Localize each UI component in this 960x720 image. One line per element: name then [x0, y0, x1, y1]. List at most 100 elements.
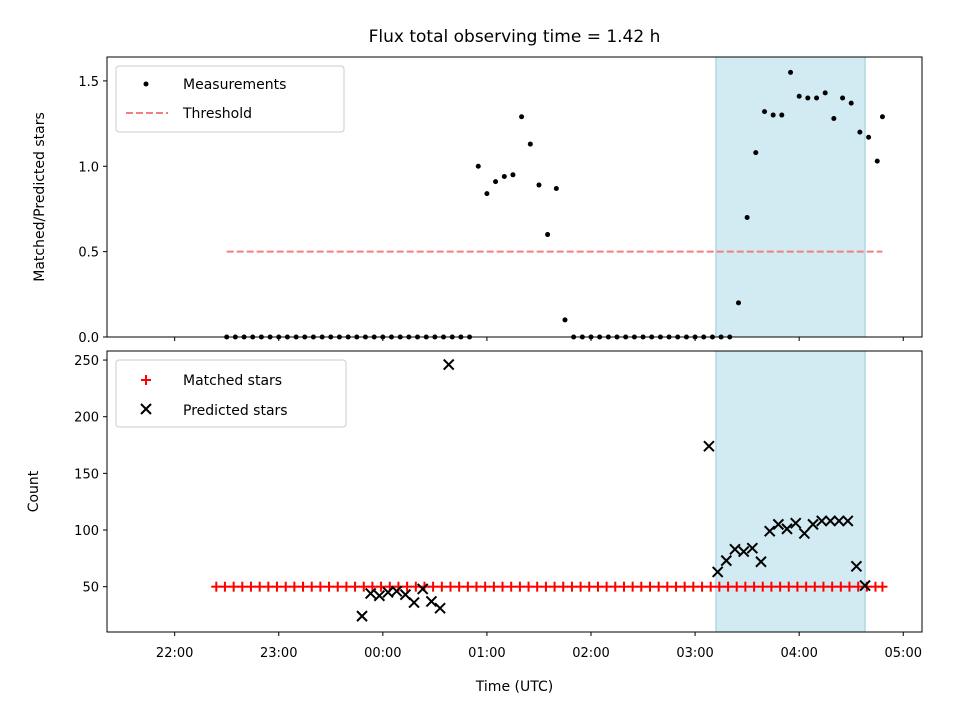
matched-star-point: [540, 581, 551, 592]
predicted-star-point: [425, 595, 438, 608]
measurement-point: [735, 300, 741, 306]
y-tick-label: 150: [74, 467, 99, 482]
count-legend-box: [115, 359, 347, 428]
matched-star-point: [835, 581, 846, 592]
matched-star-point: [306, 581, 317, 592]
measurement-point: [874, 158, 880, 164]
predicted-star-point: [373, 590, 386, 602]
count-panel-y-label: Count: [26, 470, 42, 512]
predicted-star-point: [755, 556, 767, 568]
measurement-point: [510, 172, 516, 178]
y-tick-label: 1.5: [78, 75, 99, 90]
legend-predicted-label: Predicted stars: [183, 403, 288, 419]
chart-title: Flux total observing time = 1.42 h: [369, 27, 661, 47]
measurement-point: [753, 150, 759, 156]
legend-predicted-marker: [140, 403, 152, 415]
measurement-point: [527, 141, 533, 147]
matched-star-point: [341, 581, 352, 592]
predicted-star-point: [824, 515, 837, 527]
matched-star-point: [297, 581, 308, 592]
matched-star-point: [827, 581, 838, 592]
x-tick-label: 22:00: [156, 646, 193, 661]
matched-star-point: [809, 581, 820, 592]
predicted-stars-points: [356, 358, 871, 622]
matched-star-point: [358, 581, 369, 592]
y-tick-label: 50: [82, 581, 99, 596]
matched-star-point: [566, 581, 577, 592]
count-panel-legend: Matched stars Predicted stars: [115, 359, 347, 428]
matched-star-point: [783, 581, 794, 592]
predicted-star-point: [790, 517, 802, 529]
x-tick-label: 00:00: [364, 646, 401, 661]
x-tick-label: 03:00: [676, 646, 713, 661]
measurement-point: [831, 115, 837, 121]
matched-star-point: [749, 581, 760, 592]
legend-plus-glyph: [141, 375, 151, 385]
measurement-point: [788, 69, 794, 75]
matched-star-point: [228, 581, 239, 592]
matched-star-point: [245, 581, 256, 592]
count-panel-observing-shade: [715, 350, 866, 633]
matched-star-point: [315, 581, 326, 592]
matched-star-point: [575, 581, 586, 592]
ratio-panel-frame: [106, 56, 923, 338]
predicted-star-point: [390, 585, 403, 597]
matched-star-point: [653, 581, 664, 592]
measurement-point: [805, 95, 811, 101]
predicted-star-point: [364, 587, 377, 600]
matched-star-point: [367, 581, 378, 592]
matched-star-point: [454, 581, 465, 592]
predicted-star-point: [434, 602, 446, 614]
predicted-star-point: [408, 596, 420, 609]
measurement-point: [493, 179, 499, 185]
measurement-point: [536, 182, 542, 188]
matched-star-point: [506, 581, 517, 592]
y-tick-label: 100: [74, 524, 99, 539]
ratio-legend-box: [115, 65, 345, 133]
matched-star-point: [757, 581, 768, 592]
matched-star-point: [766, 581, 777, 592]
matched-star-point: [332, 581, 343, 592]
y-tick-label: 250: [74, 354, 99, 369]
measurement-point: [562, 317, 568, 323]
predicted-star-point: [729, 543, 741, 555]
matched-star-point: [532, 581, 543, 592]
matched-star-point: [488, 581, 499, 592]
matched-star-point: [844, 581, 855, 592]
matched-star-point: [618, 581, 629, 592]
measurement-point: [762, 109, 768, 115]
measurement-point: [779, 112, 785, 118]
matched-star-point: [523, 581, 534, 592]
x-tick-label: 02:00: [572, 646, 609, 661]
matched-star-point: [645, 581, 656, 592]
x-tick-label: 01:00: [468, 646, 505, 661]
count-panel-frame: [106, 350, 923, 633]
predicted-star-point: [798, 527, 811, 540]
measurement-point: [553, 185, 559, 191]
matched-star-point: [289, 581, 300, 592]
count-panel-y-ticks: 50 100 150 200 250: [74, 354, 107, 596]
measurement-point: [796, 93, 802, 99]
matched-star-point: [445, 581, 456, 592]
predicted-star-point: [711, 566, 724, 578]
measurement-point: [770, 112, 776, 118]
y-tick-label: 200: [74, 411, 99, 426]
x-tick-label: 23:00: [260, 646, 297, 661]
predicted-star-point: [816, 515, 828, 527]
measurement-point: [848, 100, 854, 106]
measurement-point: [822, 90, 828, 96]
predicted-star-point: [781, 523, 793, 535]
matched-star-point: [610, 581, 621, 592]
matched-star-point: [662, 581, 673, 592]
legend-matched-marker: [141, 375, 151, 385]
ratio-panel: 0.0 0.5 1.0 1.5 Flux total observing time =…: [32, 27, 923, 346]
y-tick-label: 1.0: [78, 160, 99, 175]
predicted-star-point: [859, 579, 871, 592]
y-tick-label: 0.5: [78, 246, 99, 261]
predicted-star-point: [842, 515, 854, 527]
matched-star-point: [549, 581, 560, 592]
matched-star-point: [271, 581, 282, 592]
matched-star-point: [592, 581, 603, 592]
predicted-star-point: [764, 525, 776, 537]
matched-star-point: [263, 581, 274, 592]
